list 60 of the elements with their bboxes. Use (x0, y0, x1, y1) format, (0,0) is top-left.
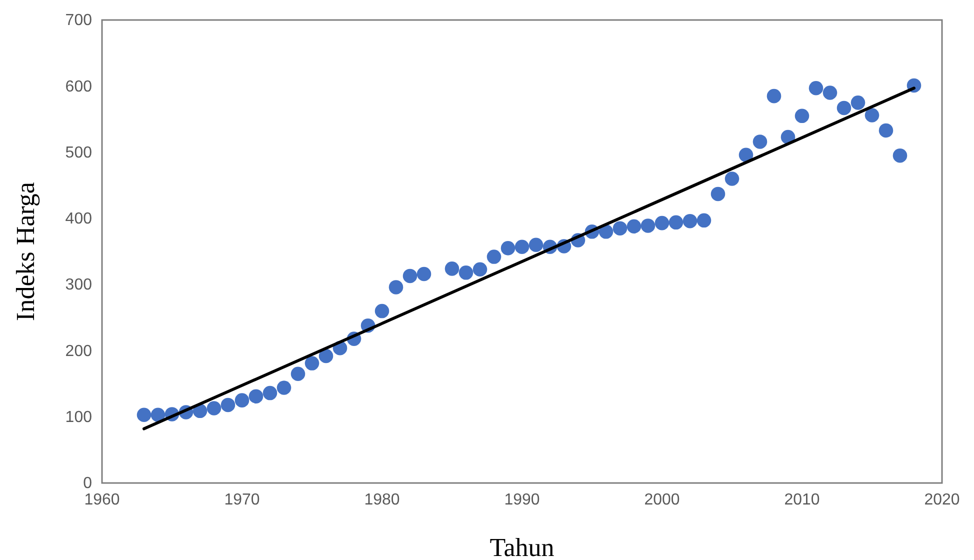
point (444, 262, 460, 276)
point (318, 348, 334, 364)
point (640, 218, 656, 233)
point (668, 215, 684, 230)
point (696, 213, 712, 228)
point (738, 148, 754, 162)
y-tick-label: 100 (65, 408, 92, 426)
point (724, 172, 740, 186)
point (822, 86, 838, 100)
y-tick-label: 300 (65, 276, 92, 294)
y-tick-label: 200 (65, 342, 92, 360)
y-tick-label: 0 (83, 475, 92, 492)
point (388, 280, 404, 294)
x-tick-label: 1990 (504, 491, 540, 508)
point (612, 221, 628, 236)
point (892, 148, 908, 163)
point (878, 123, 894, 138)
point (766, 88, 782, 104)
point (262, 386, 278, 400)
point (150, 408, 166, 422)
point (234, 393, 250, 408)
point (598, 224, 614, 239)
y-tick-label: 700 (65, 12, 92, 30)
point (850, 96, 866, 110)
y-tick-label: 400 (65, 210, 92, 228)
point (710, 186, 726, 202)
point (416, 266, 432, 282)
point (836, 100, 852, 116)
point (500, 241, 516, 256)
y-tick-label: 600 (65, 78, 92, 96)
point (276, 380, 292, 395)
x-tick-label: 1960 (84, 491, 120, 508)
x-tick-label: 1970 (224, 491, 260, 508)
x-axis-title: Tahun (490, 533, 554, 560)
point (514, 240, 530, 254)
point (864, 108, 880, 122)
point (402, 268, 418, 284)
x-tick-label: 2010 (784, 491, 820, 508)
point (374, 304, 390, 318)
y-tick-label: 500 (65, 144, 92, 162)
y-axis-title: Indeks Harga (11, 182, 40, 321)
x-tick-label: 1980 (364, 491, 400, 508)
point (682, 214, 698, 228)
point (248, 389, 264, 404)
point (458, 266, 474, 280)
point (486, 250, 502, 264)
point (136, 408, 152, 422)
point (304, 356, 320, 370)
point (808, 81, 824, 96)
point (220, 398, 236, 412)
point (752, 134, 768, 149)
point (654, 216, 670, 230)
x-tick-label: 2000 (644, 491, 680, 508)
point (794, 108, 810, 124)
point (528, 238, 544, 252)
point (626, 219, 642, 234)
point (472, 262, 488, 276)
point (206, 401, 222, 416)
point (290, 366, 306, 381)
x-tick-label: 2020 (924, 491, 960, 508)
